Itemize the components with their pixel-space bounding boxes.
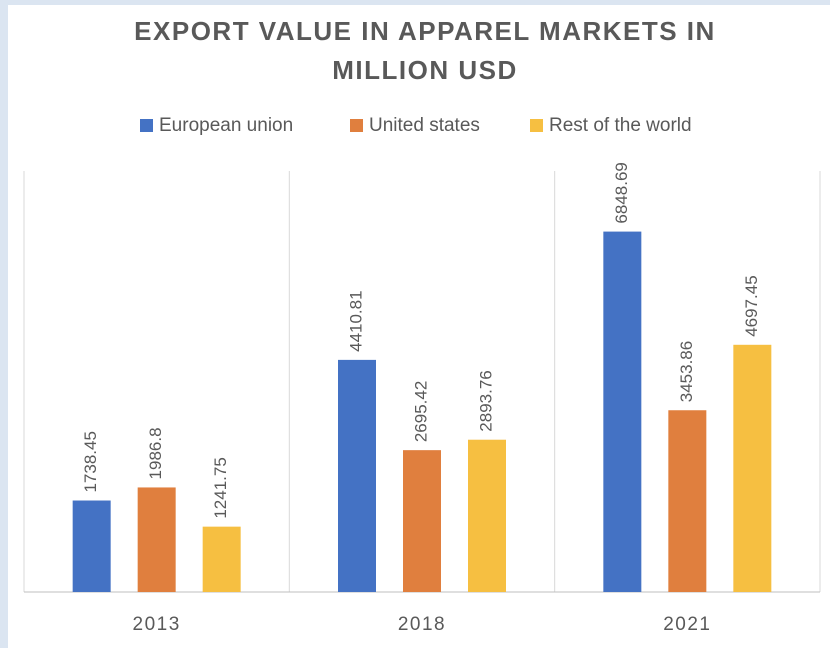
data-label: 1241.75 [211, 457, 230, 518]
bar [338, 359, 376, 592]
legend-label: Rest of the world [549, 115, 692, 136]
legend-swatch [350, 119, 363, 132]
legend-label: United states [369, 115, 480, 136]
data-label: 2695.42 [411, 381, 430, 442]
bar [403, 450, 441, 592]
bar [72, 500, 111, 592]
bar [202, 526, 241, 592]
bar [468, 439, 506, 592]
bar [137, 487, 176, 592]
x-tick-label: 2021 [663, 614, 711, 635]
data-label: 6848.69 [612, 162, 631, 223]
chart-title: MILLION USD [332, 55, 518, 85]
legend-label: European union [159, 115, 293, 136]
bar [668, 410, 707, 592]
legend-swatch [140, 119, 153, 132]
data-label: 4697.45 [742, 275, 761, 336]
data-label: 2893.76 [476, 370, 495, 431]
data-label: 1986.8 [146, 427, 165, 479]
legend-swatch [530, 119, 543, 132]
data-label: 1738.45 [81, 431, 100, 492]
bar [733, 344, 772, 592]
x-tick-label: 2018 [398, 614, 446, 635]
data-label: 3453.86 [677, 341, 696, 402]
chart-title: EXPORT VALUE IN APPAREL MARKETS IN [134, 16, 716, 46]
bar [603, 231, 642, 592]
data-label: 4410.81 [346, 290, 365, 351]
x-tick-label: 2013 [133, 614, 181, 635]
